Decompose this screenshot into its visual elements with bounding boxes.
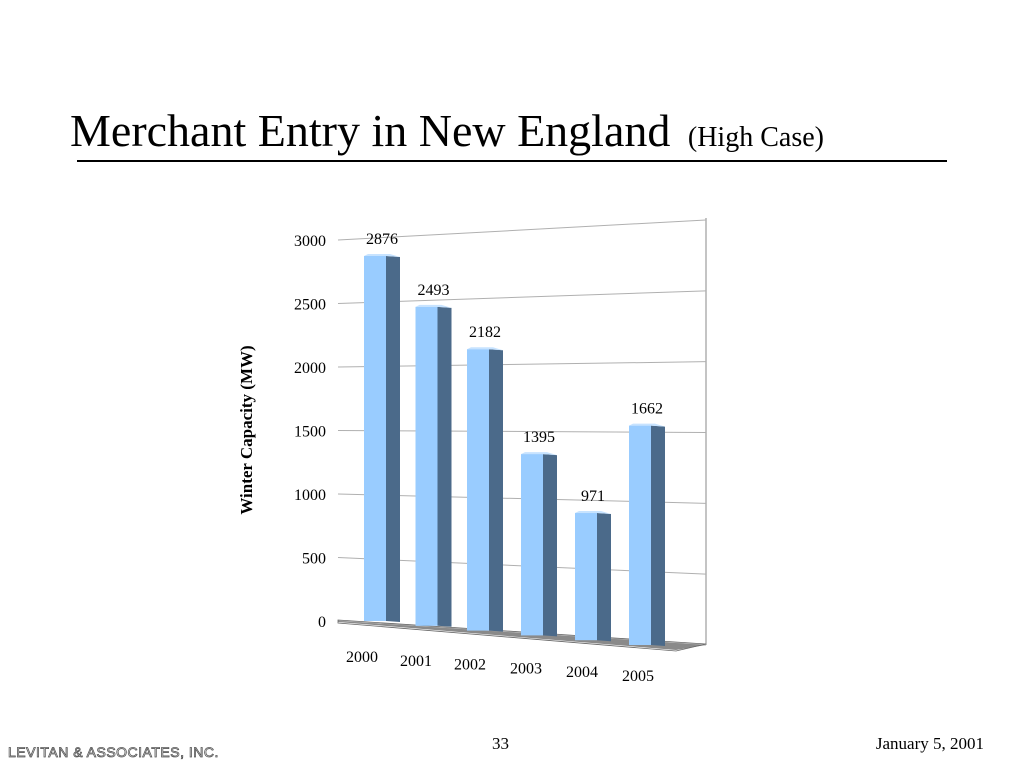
bar-2002 — [467, 347, 503, 632]
bar-2000 — [364, 254, 400, 622]
bar-side — [597, 513, 611, 642]
gridline — [337, 219, 707, 241]
bar-top — [415, 304, 452, 308]
bar-front — [521, 454, 543, 636]
bar-2001 — [415, 304, 452, 627]
bar-side — [651, 425, 665, 646]
bar-side — [437, 306, 452, 627]
bar-2004 — [575, 511, 611, 642]
x-tick-label: 2002 — [454, 657, 486, 674]
data-label: 2876 — [366, 231, 398, 248]
bar-front — [467, 349, 489, 631]
data-labels: 2876 2493 2182 1395 971 1662 — [366, 231, 663, 505]
title-main: Merchant Entry in New England — [70, 105, 671, 156]
page-number: 33 — [492, 734, 509, 753]
y-tick-label: 1500 — [294, 424, 326, 441]
floor-plane — [338, 621, 706, 650]
y-tick-label: 1000 — [294, 487, 326, 504]
bar-top — [364, 254, 400, 257]
x-tick-label: 2003 — [510, 660, 542, 677]
bar-top — [467, 347, 503, 351]
bar-2003 — [521, 452, 557, 637]
y-tick-label: 2000 — [294, 360, 326, 377]
bar-top — [521, 452, 557, 456]
data-label: 1662 — [631, 401, 663, 418]
y-tick-label: 0 — [318, 614, 326, 631]
title-subtitle: (High Case) — [687, 122, 824, 153]
bar-top — [575, 511, 611, 515]
bar-2005 — [629, 423, 665, 646]
y-tick-label: 3000 — [294, 233, 326, 250]
chart-bars — [364, 254, 665, 646]
footer-date: January 5, 2001 — [875, 734, 984, 753]
y-tick-label: 500 — [302, 551, 326, 568]
bar-front — [575, 513, 597, 641]
x-tick-label: 2005 — [622, 668, 654, 685]
bar-front — [415, 306, 438, 626]
bar-side — [489, 349, 503, 632]
x-tick-label: 2004 — [566, 664, 598, 681]
x-tick-label: 2001 — [400, 653, 432, 670]
x-tick-label: 2000 — [346, 649, 378, 666]
slide-title: Merchant Entry in New England (High Case… — [70, 105, 824, 157]
y-tick-label: 2500 — [294, 297, 326, 314]
data-label: 1395 — [523, 429, 555, 446]
x-axis-ticks: 2000 2001 2002 2003 2004 2005 — [346, 649, 654, 685]
data-label: 971 — [581, 488, 605, 505]
bar-top — [629, 423, 665, 427]
title-underline — [77, 160, 947, 162]
company-logo: Levitan & Associates, Inc. — [8, 744, 219, 761]
data-label: 2493 — [418, 282, 450, 299]
data-label: 2182 — [469, 324, 501, 341]
y-axis-ticks: 0 500 1000 1500 2000 2500 3000 — [294, 233, 326, 631]
y-axis-title: Winter Capacity (MW) — [237, 345, 256, 514]
bar-front — [364, 256, 386, 621]
bar-front — [629, 425, 651, 645]
bar-side — [386, 256, 400, 622]
bar-side — [543, 454, 557, 637]
